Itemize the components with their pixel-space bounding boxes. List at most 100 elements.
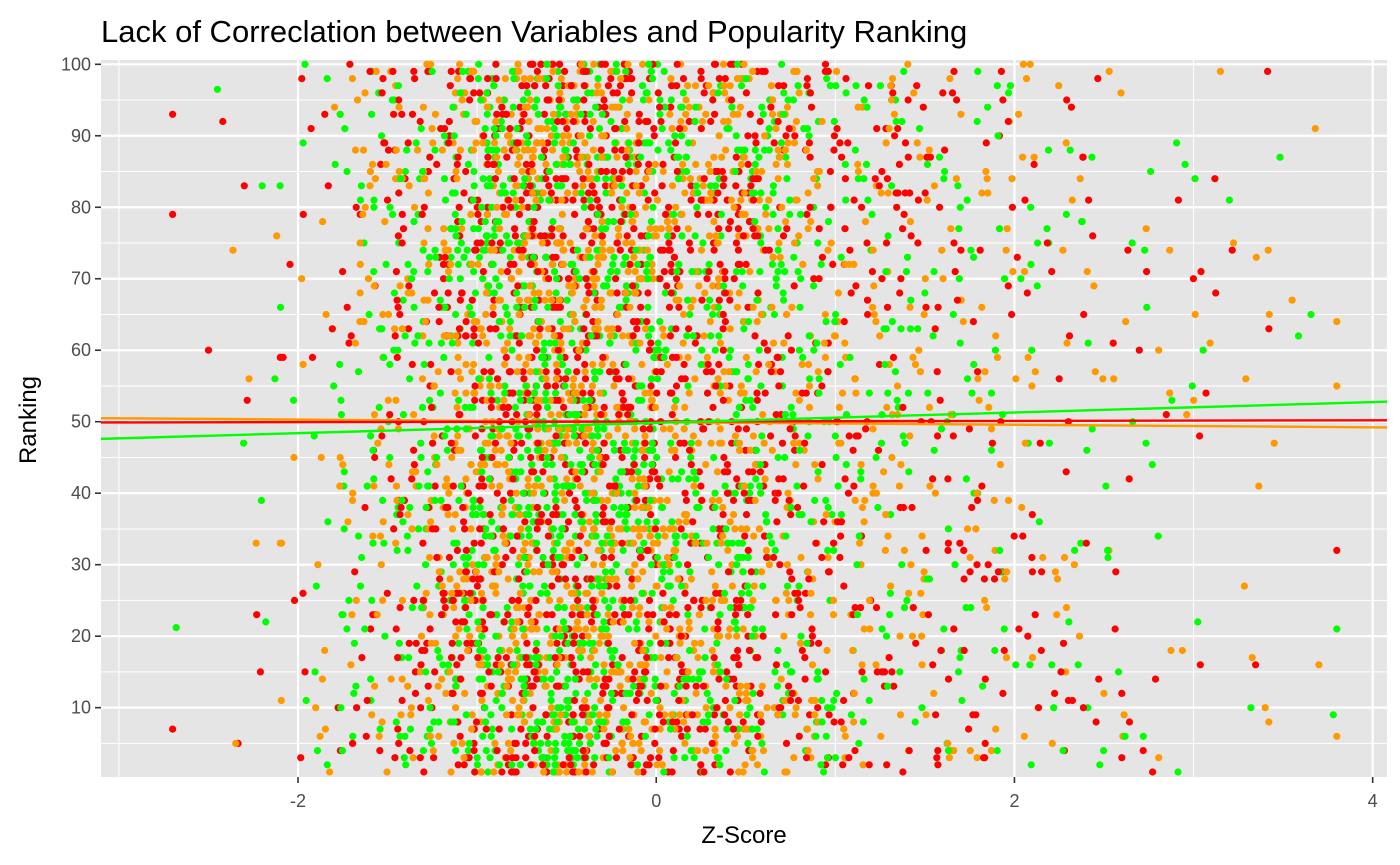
chart-title: Lack of Correclation between Variables a…: [101, 14, 967, 49]
data-point: [528, 153, 537, 161]
data-point: [563, 582, 571, 590]
data-point: [648, 589, 656, 597]
data-point: [471, 389, 479, 397]
data-point: [546, 475, 554, 483]
data-point: [532, 646, 540, 655]
data-point: [351, 339, 359, 347]
data-point: [488, 203, 496, 211]
data-point: [486, 510, 494, 519]
data-point: [337, 704, 345, 712]
data-point: [644, 196, 652, 204]
data-point: [478, 632, 486, 640]
data-point: [840, 696, 848, 705]
data-point: [525, 218, 533, 226]
data-point: [532, 139, 541, 147]
data-point: [461, 525, 469, 533]
data-point: [481, 125, 489, 133]
data-point: [753, 296, 761, 304]
data-point: [487, 389, 495, 397]
data-point: [497, 268, 505, 276]
data-point: [675, 561, 683, 569]
data-point: [413, 582, 421, 590]
data-point: [424, 225, 432, 233]
data-point: [348, 75, 356, 83]
data-point: [706, 318, 714, 326]
data-point: [775, 382, 783, 390]
data-point: [631, 668, 639, 676]
data-point: [587, 575, 595, 583]
data-point: [562, 146, 570, 154]
data-point: [475, 625, 483, 633]
data-point: [821, 353, 830, 361]
data-point: [425, 339, 433, 347]
data-point: [652, 582, 660, 590]
data-point: [614, 525, 623, 533]
data-point: [581, 139, 589, 147]
data-point: [795, 596, 803, 605]
data-point: [290, 596, 299, 605]
data-point: [600, 425, 608, 433]
data-point: [502, 654, 510, 662]
data-point: [597, 167, 606, 176]
data-point: [740, 489, 748, 497]
data-point: [1174, 196, 1182, 204]
data-point: [276, 539, 284, 547]
data-point: [1105, 67, 1113, 75]
data-point: [456, 89, 464, 97]
data-point: [507, 747, 515, 755]
data-point: [881, 360, 889, 369]
data-point: [498, 768, 506, 776]
data-point: [757, 711, 765, 719]
data-point: [499, 503, 507, 512]
data-point: [749, 596, 757, 605]
data-point: [950, 239, 958, 247]
data-point: [578, 468, 586, 476]
data-point: [319, 218, 327, 226]
data-point: [616, 246, 624, 254]
data-point: [823, 754, 832, 762]
data-point: [882, 239, 891, 247]
data-point: [1015, 110, 1023, 118]
data-point: [508, 67, 516, 75]
data-point: [502, 711, 511, 719]
data-point: [515, 67, 523, 75]
data-point: [515, 389, 524, 397]
data-point: [758, 625, 767, 633]
data-point: [596, 468, 604, 476]
data-point: [1051, 568, 1059, 576]
data-point: [408, 475, 416, 483]
data-point: [428, 125, 436, 133]
data-point: [321, 725, 329, 733]
data-point: [751, 496, 759, 504]
data-point: [1174, 768, 1182, 776]
data-point: [695, 468, 703, 476]
data-point: [502, 303, 510, 311]
data-point: [495, 382, 503, 390]
data-point: [802, 146, 811, 154]
data-point: [599, 689, 607, 698]
data-point: [606, 339, 614, 347]
data-point: [772, 275, 780, 283]
data-point: [637, 682, 646, 690]
data-point: [899, 403, 907, 411]
data-point: [552, 496, 560, 504]
data-point: [774, 117, 782, 126]
data-point: [622, 153, 630, 161]
data-point: [921, 289, 929, 297]
data-point: [585, 718, 593, 726]
data-point: [540, 339, 549, 347]
data-point: [860, 175, 868, 183]
data-point: [865, 389, 873, 397]
data-point: [701, 725, 709, 733]
data-point: [860, 96, 868, 104]
data-point: [497, 446, 505, 454]
data-point: [702, 704, 710, 712]
data-point: [1139, 732, 1147, 740]
data-point: [953, 296, 962, 304]
data-point: [346, 60, 354, 68]
data-point: [770, 139, 778, 147]
data-point: [600, 661, 608, 669]
data-point: [699, 682, 708, 690]
data-point: [831, 332, 840, 340]
data-point: [582, 296, 590, 304]
